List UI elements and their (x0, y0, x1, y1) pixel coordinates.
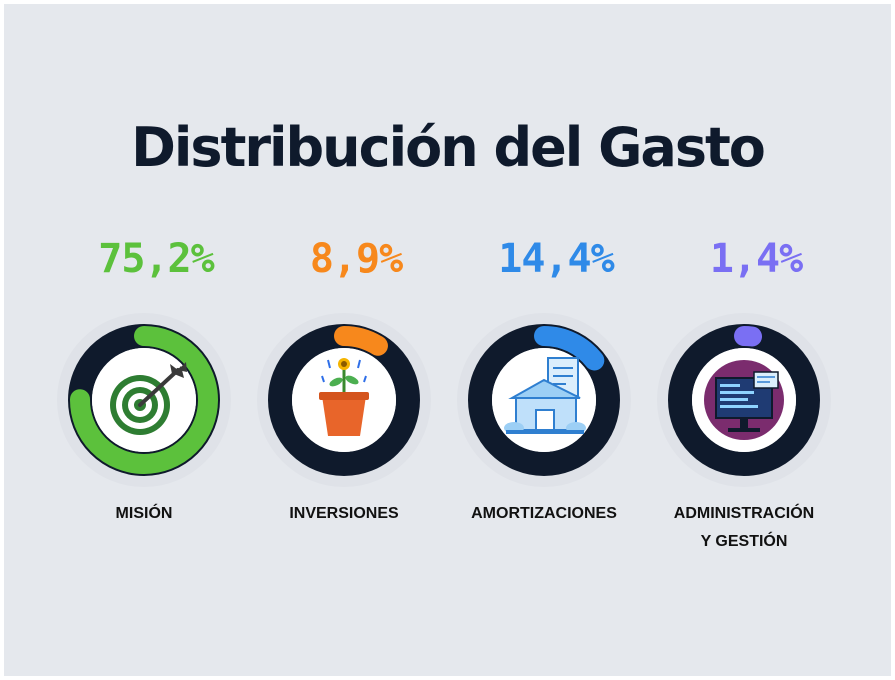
percent-label-mision: 75,2% (98, 236, 214, 282)
computer-screen-icon (704, 360, 784, 440)
target-icon (110, 362, 187, 435)
percent-label-amortizaciones: 14,4% (498, 236, 614, 282)
category-label-line: INVERSIONES (289, 505, 399, 522)
donut-administracion (657, 313, 831, 487)
percent-label-inversiones: 8,9% (309, 236, 403, 282)
category-label-line: AMORTIZACIONES (471, 505, 617, 522)
chart-canvas: Distribución del Gasto 75,2% MISIÓN 8,9% (4, 4, 891, 676)
percent-label-administracion: 1,4% (709, 236, 803, 282)
donut-amortizaciones (457, 313, 631, 487)
invest-plant-icon (319, 358, 369, 436)
donut-slice-amortizaciones (534, 326, 605, 371)
category-label-line: MISIÓN (115, 505, 173, 522)
donut-slice-inversiones (334, 326, 388, 356)
donut-mision (57, 313, 231, 487)
category-label-administracion: ADMINISTRACIÓN Y GESTIÓN (634, 500, 854, 556)
donut-slice-administracion (734, 325, 763, 347)
category-label-mision: MISIÓN (34, 500, 254, 528)
donut-inversiones (257, 313, 431, 487)
donut-slice-mision (70, 326, 218, 474)
category-label-line: Y GESTIÓN (700, 533, 788, 550)
building-invoice-icon (504, 357, 586, 434)
category-label-amortizaciones: AMORTIZACIONES (434, 500, 654, 528)
chart-title: Distribución del Gasto (131, 116, 766, 179)
category-label-inversiones: INVERSIONES (234, 500, 454, 528)
category-label-line: ADMINISTRACIÓN (673, 505, 815, 522)
